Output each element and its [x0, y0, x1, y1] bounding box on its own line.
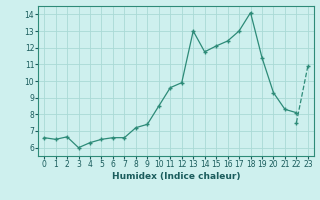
X-axis label: Humidex (Indice chaleur): Humidex (Indice chaleur) [112, 172, 240, 181]
